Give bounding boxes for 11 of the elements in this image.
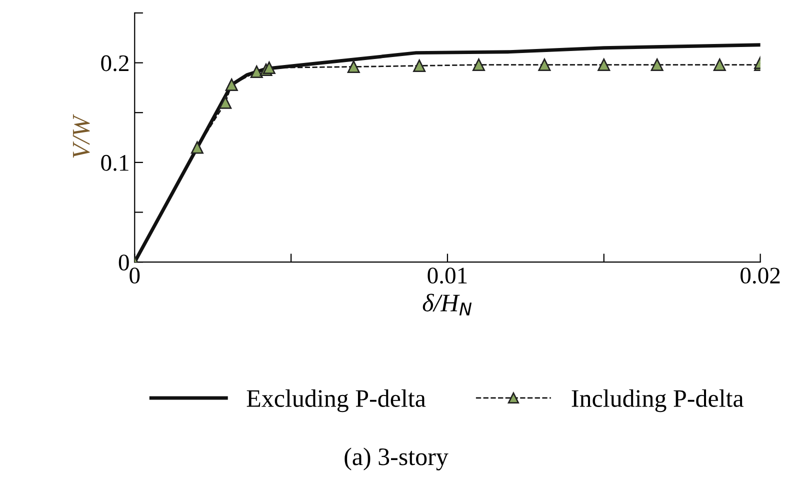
y-axis-title: V/W (72, 114, 90, 158)
y-tick-label: 0.1 (101, 154, 128, 171)
x-tick-label: 0.02 (740, 268, 780, 284)
y-tick-label: 0.2 (101, 55, 128, 72)
y-tick-label: 0 (118, 254, 129, 271)
x-axis-title: δ/H$_{N}$ (422, 294, 472, 316)
legend-label: Including P-delta (572, 389, 744, 412)
legend-label: Excluding P-delta (246, 389, 426, 412)
text: (a) 3-story (344, 448, 448, 470)
x-tick-label: 0.01 (428, 268, 467, 284)
x-tick-label: 0 (130, 268, 140, 284)
